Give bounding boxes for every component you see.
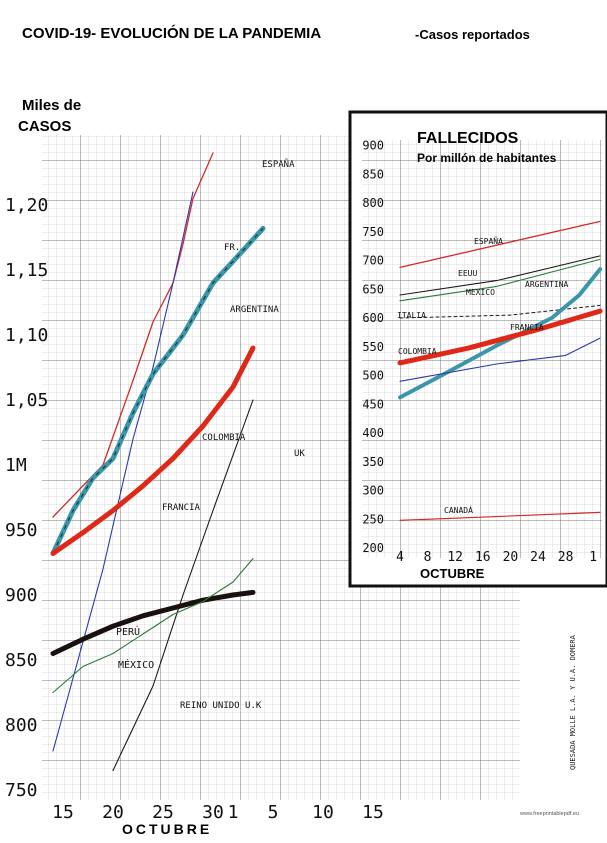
main-x-tick: 10 — [312, 802, 334, 823]
main-line-mexico — [52, 558, 254, 694]
inset-y-tick: 650 — [362, 282, 384, 296]
inset-x-tick-layer: 4 8 12 16 20 24 28 1 — [396, 550, 597, 565]
main-x-tick: 5 — [268, 802, 279, 823]
inset-y-tick: 600 — [362, 311, 384, 325]
main-line-fr — [52, 191, 194, 752]
main-line-colombia — [50, 345, 256, 556]
inset-label-canada: CANADÁ — [444, 504, 473, 515]
inset-x-tick: 24 — [530, 550, 546, 565]
inset-panel — [348, 110, 607, 588]
inset-y-tick: 200 — [362, 541, 384, 555]
main-y-tick: 950 — [5, 520, 38, 541]
inset-y-tick: 350 — [362, 455, 384, 469]
main-label-espana: ESPAÑA — [262, 159, 295, 170]
inset-line-colombia — [397, 308, 603, 366]
main-line-espana — [52, 152, 214, 518]
inset-xlabel: OCTUBRE — [420, 566, 485, 581]
main-x-tick: 20 — [102, 802, 124, 823]
main-x-tick: 25 — [152, 802, 174, 823]
main-line-peru — [50, 589, 256, 656]
inset-label-italia: ITALIA — [397, 311, 426, 320]
inset-title: FALLECIDOS — [417, 130, 519, 147]
main-label-reino-unido-u-k: REINO UNIDO U.K — [180, 701, 262, 711]
inset-y-tick: 400 — [362, 426, 384, 440]
inset-line-espana — [399, 220, 601, 269]
inset-y-tick: 750 — [362, 225, 384, 239]
inset-y-tick: 900 — [362, 139, 384, 153]
inset-y-tick: 450 — [362, 397, 384, 411]
inset-label-espana: ESPAÑA — [474, 236, 503, 246]
inset-x-tick: 12 — [447, 550, 463, 565]
main-x-tick: 15 — [362, 802, 384, 823]
inset-line-eeuu — [399, 255, 601, 296]
inset-line-italia — [399, 304, 601, 319]
inset-x-tick: 20 — [503, 550, 519, 565]
inset-x-tick: 1 — [589, 550, 597, 565]
inset-x-tick: 4 — [396, 550, 404, 565]
main-y-tick: 850 — [5, 650, 38, 671]
main-y-tick: 1,20 — [5, 195, 48, 216]
inset-series-layer — [397, 220, 603, 522]
main-y-tick-layer: 750 800 850 900 950 1M 1,05 1,10 1,15 1,20 — [5, 195, 48, 801]
main-label-francia: FRANCIA — [162, 503, 201, 513]
main-y-tick: 900 — [5, 585, 38, 606]
main-y-tick: 1M — [5, 455, 27, 476]
inset-y-tick: 500 — [362, 369, 384, 383]
inset-y-tick: 300 — [362, 484, 384, 498]
main-label-argentina: ARGENTINA — [230, 305, 279, 315]
inset-label-argentina: ARGENTINA — [525, 280, 569, 289]
main-title: COVID-19- EVOLUCIÓN DE LA PANDEMIA — [22, 24, 321, 42]
inset-x-tick: 16 — [475, 550, 491, 565]
main-annotation-layer: ESPAÑA FR. ARGENTINA COLOMBIA UK FRANCIA PERÚ M… — [116, 159, 305, 711]
inset-y-tick: 550 — [362, 340, 384, 354]
main-y-tick: 1,05 — [5, 390, 48, 411]
main-x-tick: 30 — [202, 802, 224, 823]
main-y-tick: 1,15 — [5, 260, 48, 281]
inset-y-tick: 250 — [362, 512, 384, 526]
main-subtitle: -Casos reportados — [415, 27, 530, 42]
inset-annotation-layer: ESPAÑA EEUU MEXICO ITALIA ARGENTINA COLOMBIA F… — [397, 236, 569, 515]
inset-line-mexico — [399, 258, 601, 302]
inset-x-tick: 8 — [424, 550, 432, 565]
inset-subtitle: Por millón de habitantes — [417, 151, 557, 165]
main-x-tick: 15 — [52, 802, 74, 823]
main-ylabel-line2: CASOS — [18, 118, 71, 135]
main-line-argentina-core — [52, 227, 264, 554]
inset-y-tick: 800 — [362, 196, 384, 210]
side-credit: QUESADA MOLLE L.A. Y U.A. DOMERA — [569, 634, 577, 770]
main-x-tick-layer: 15 20 25 30 1 5 10 15 — [52, 802, 384, 823]
main-series-layer — [50, 152, 266, 772]
main-label-colombia: COLOMBIA — [202, 433, 246, 443]
main-label-fr: FR. — [224, 243, 240, 253]
inset-x-tick: 28 — [558, 550, 574, 565]
main-ylabel-line1: Miles de — [22, 97, 81, 114]
main-label-peru: PERÚ — [116, 625, 140, 638]
main-line-uk — [112, 399, 254, 772]
main-label-uk: UK — [294, 449, 305, 459]
watermark: www.freeprintablepdf.eu — [519, 811, 579, 817]
inset-label-francia: FRANCIA — [510, 323, 544, 332]
inset-line-canada — [399, 511, 601, 522]
inset-y-tick-layer: 200 250 300 350 400 450 500 550 600 650 700 750 800 8… — [362, 139, 384, 556]
inset-label-eeuu: EEUU — [458, 269, 477, 278]
inset-y-tick: 850 — [362, 167, 384, 181]
main-y-tick: 1,10 — [5, 325, 48, 346]
inset-label-colombia: COLOMBIA — [398, 347, 437, 356]
inset-line-francia — [399, 337, 601, 382]
main-x-tick: 1 — [228, 802, 239, 823]
main-y-tick: 750 — [5, 780, 38, 801]
inset-y-tick: 700 — [362, 254, 384, 268]
main-label-mexico: MÉXICO — [118, 658, 154, 671]
main-xlabel: OCTUBRE — [122, 821, 212, 837]
main-y-tick: 800 — [5, 715, 38, 736]
inset-label-mexico: MEXICO — [466, 288, 495, 297]
